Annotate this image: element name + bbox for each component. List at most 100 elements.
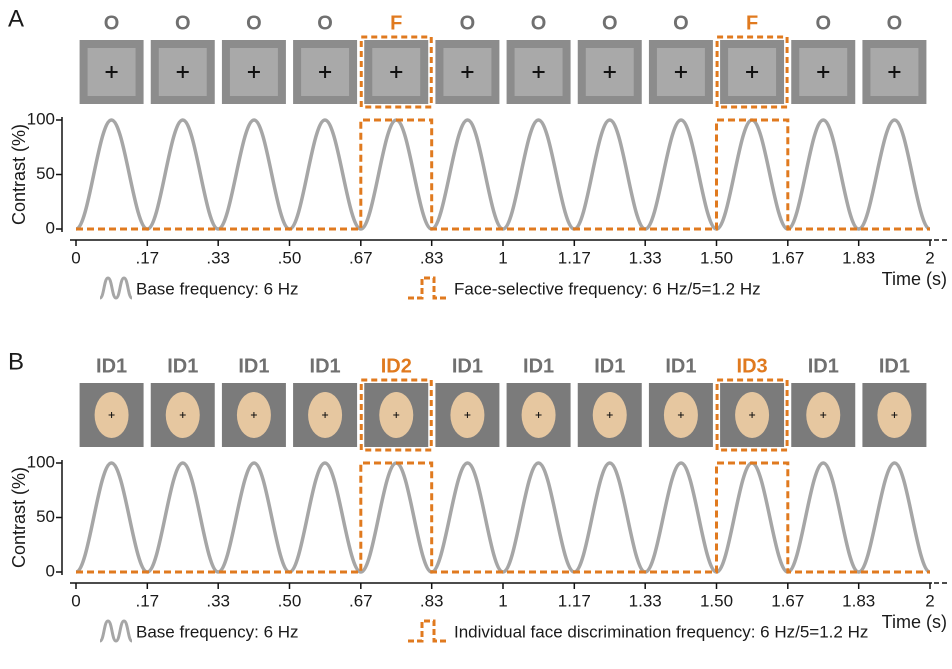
- legend-label: Face-selective frequency: 6 Hz/5=1.2 Hz: [454, 279, 761, 298]
- x-tick-label: 1.50: [700, 248, 733, 267]
- fixation-cross: [746, 66, 759, 78]
- oddball-frame: [359, 378, 433, 452]
- x-tick-label: 0: [71, 248, 80, 267]
- y-tick-label: 100: [27, 109, 55, 128]
- fixation-cross: [817, 66, 830, 78]
- x-tick-label: .17: [135, 591, 159, 610]
- x-tick-label: 2: [925, 248, 934, 267]
- stimulus-label: O: [175, 12, 191, 34]
- fixation-cross: [108, 412, 115, 418]
- stimulus-label: O: [246, 12, 262, 34]
- x-tick-label: .33: [206, 248, 230, 267]
- y-axis-label: Contrast (%): [9, 124, 29, 225]
- x-tick-label: .83: [420, 591, 444, 610]
- fixation-cross: [606, 412, 613, 418]
- fixation-cross: [319, 66, 332, 78]
- fixation-cross: [749, 412, 756, 418]
- series-line: [76, 118, 930, 231]
- panel-label: A: [8, 5, 24, 32]
- stimulus-label: ID1: [96, 355, 127, 377]
- stimulus-label: ID1: [452, 355, 483, 377]
- fixation-cross: [105, 66, 118, 78]
- x-tick-label: .17: [135, 248, 159, 267]
- legend-icon: [408, 619, 448, 643]
- stimulus-label: ID1: [879, 355, 910, 377]
- x-tick-label: 1: [498, 248, 507, 267]
- y-tick-label: 50: [36, 164, 55, 183]
- x-tick-label: .50: [278, 591, 302, 610]
- series-line: [75, 118, 931, 231]
- x-tick-label: .83: [420, 248, 444, 267]
- legend-icon: [99, 619, 133, 643]
- y-tick-label: 0: [46, 218, 55, 237]
- x-tick-label: 1.33: [629, 248, 662, 267]
- stimulus-label: ID2: [381, 355, 412, 377]
- stimulus-label: ID1: [310, 355, 341, 377]
- oddball-frame: [715, 35, 789, 109]
- stimulus-label: O: [531, 12, 547, 34]
- stimulus-label: O: [602, 12, 618, 34]
- x-tick-label: 1.50: [700, 591, 733, 610]
- x-tick-label: 1: [498, 591, 507, 610]
- fixation-cross: [176, 66, 189, 78]
- x-tick-label: .50: [278, 248, 302, 267]
- x-tick-label: 1.83: [842, 591, 875, 610]
- legend-label: Base frequency: 6 Hz: [136, 279, 299, 298]
- fixation-cross: [535, 412, 542, 418]
- legend-label: Base frequency: 6 Hz: [136, 622, 299, 641]
- y-axis-label: Contrast (%): [9, 467, 29, 568]
- fixation-cross: [891, 412, 898, 418]
- legend-label: Individual face discrimination frequency…: [454, 622, 868, 641]
- stimulus-label: ID1: [808, 355, 839, 377]
- fixation-cross: [888, 66, 901, 78]
- x-tick-label: 0: [71, 591, 80, 610]
- x-tick-label: 2: [925, 591, 934, 610]
- fixation-cross: [179, 412, 186, 418]
- oddball-frame: [715, 378, 789, 452]
- stimulus-label: ID1: [238, 355, 269, 377]
- stimulus-label: O: [815, 12, 831, 34]
- fixation-cross: [820, 412, 827, 418]
- stimulus-label: O: [104, 12, 120, 34]
- stimulus-label: ID1: [523, 355, 554, 377]
- x-tick-label: .67: [349, 248, 373, 267]
- x-tick-label: 1.67: [771, 248, 804, 267]
- x-tick-label: 1.83: [842, 248, 875, 267]
- stimulus-label: O: [317, 12, 333, 34]
- stimulus-label: ID1: [167, 355, 198, 377]
- fixation-cross: [393, 412, 400, 418]
- legend-icon: [408, 276, 448, 300]
- x-tick-label: .33: [206, 591, 230, 610]
- y-tick-label: 0: [46, 561, 55, 580]
- stimulus-label: F: [746, 12, 758, 34]
- panel-label: B: [8, 348, 24, 375]
- stimulus-label: F: [390, 12, 402, 34]
- x-axis-label: Time (s): [882, 612, 947, 632]
- stimulus-label: ID3: [737, 355, 768, 377]
- x-tick-label: 1.17: [558, 591, 591, 610]
- fixation-cross: [464, 412, 471, 418]
- x-tick-label: .67: [349, 591, 373, 610]
- x-tick-label: 1.17: [558, 248, 591, 267]
- fixation-cross: [461, 66, 474, 78]
- stimulus-label: O: [673, 12, 689, 34]
- stimulus-label: ID1: [594, 355, 625, 377]
- stimulus-label: ID1: [665, 355, 696, 377]
- fixation-cross: [603, 66, 616, 78]
- oddball-frame: [359, 35, 433, 109]
- legend-icon: [99, 276, 133, 300]
- fixation-cross: [322, 412, 329, 418]
- x-tick-label: 1.33: [629, 591, 662, 610]
- y-tick-label: 100: [27, 452, 55, 471]
- fixation-cross: [247, 66, 260, 78]
- stimulus-label: O: [460, 12, 476, 34]
- fixation-cross: [390, 66, 403, 78]
- fixation-cross: [674, 66, 687, 78]
- x-tick-label: 1.67: [771, 591, 804, 610]
- y-tick-label: 50: [36, 507, 55, 526]
- fixation-cross: [532, 66, 545, 78]
- series-line: [75, 461, 931, 574]
- fixation-cross: [677, 412, 684, 418]
- stimulus-label: O: [887, 12, 903, 34]
